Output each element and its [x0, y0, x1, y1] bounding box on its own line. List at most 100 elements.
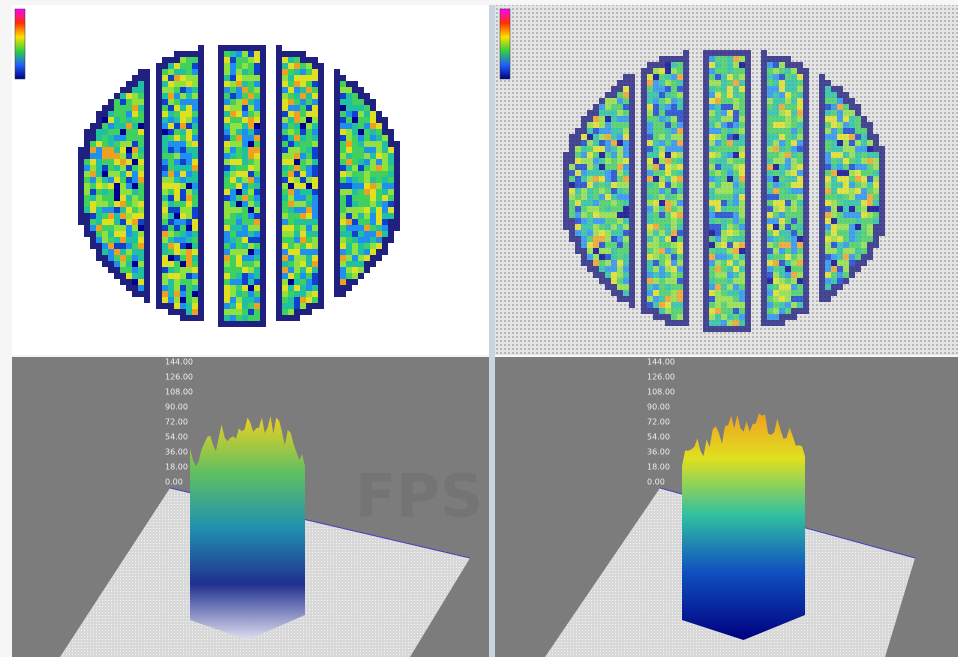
pressure-cell: [84, 195, 90, 201]
pressure-cell: [773, 86, 779, 92]
pressure-cell: [96, 201, 102, 207]
pressure-cell: [797, 128, 803, 134]
pressure-cell: [168, 75, 174, 81]
pressure-cell: [745, 134, 751, 140]
pressure-cell: [791, 104, 797, 110]
pressure-cell: [282, 63, 288, 69]
pressure-cell: [629, 242, 635, 248]
pressure-cell: [126, 111, 132, 117]
pressure-cell: [358, 249, 364, 255]
pressure-cell: [168, 99, 174, 105]
pressure-cell: [867, 254, 873, 260]
pressure-cell: [340, 81, 346, 87]
pressure-cell: [671, 62, 677, 68]
pressure-cell: [294, 243, 300, 249]
pressure-cell: [745, 266, 751, 272]
pressure-cell: [837, 134, 843, 140]
pressure-cell: [867, 248, 873, 254]
pressure-cell: [617, 290, 623, 296]
pressure-cell: [218, 177, 224, 183]
pressure-cell: [843, 200, 849, 206]
pressure-cell: [861, 224, 867, 230]
pressure-cell: [653, 314, 659, 320]
pressure-cell: [162, 93, 168, 99]
pressure-cell: [715, 170, 721, 176]
pressure-cell: [569, 224, 575, 230]
pressure-cell: [242, 297, 248, 303]
pressure-cell: [819, 176, 825, 182]
pressure-cell: [647, 284, 653, 290]
pressure-cell: [677, 116, 683, 122]
pressure-cell: [192, 297, 198, 303]
pressure-cell: [677, 158, 683, 164]
pressure-cell: [773, 182, 779, 188]
pressure-cell: [611, 248, 617, 254]
pressure-cell: [114, 183, 120, 189]
pressure-cell: [126, 285, 132, 291]
pressure-cell: [611, 176, 617, 182]
pressure-cell: [659, 80, 665, 86]
pressure-cell: [683, 302, 689, 308]
pressure-cell: [102, 249, 108, 255]
pressure-cell: [653, 308, 659, 314]
pressure-cell: [132, 255, 138, 261]
pressure-cell: [683, 134, 689, 140]
axis-label: 126.00: [165, 373, 193, 382]
pressure-cell: [773, 314, 779, 320]
pressure-cell: [733, 140, 739, 146]
pressure-cell: [819, 92, 825, 98]
pressure-cell: [773, 122, 779, 128]
pressure-cell: [260, 69, 266, 75]
pressure-cell: [861, 236, 867, 242]
pressure-cell: [779, 98, 785, 104]
pressure-cell: [779, 152, 785, 158]
pressure-cell: [803, 74, 809, 80]
pressure-cell: [156, 243, 162, 249]
pressure-cell: [837, 224, 843, 230]
pressure-cell: [174, 153, 180, 159]
pressure-cell: [144, 189, 150, 195]
pressure-cell: [563, 182, 569, 188]
pressure-cell: [248, 291, 254, 297]
pressure-cell: [837, 230, 843, 236]
pressure-cell: [867, 212, 873, 218]
pressure-cell: [683, 272, 689, 278]
pressure-cell: [230, 159, 236, 165]
pressure-cell: [186, 261, 192, 267]
pressure-cell: [831, 260, 837, 266]
pressure-cell: [236, 93, 242, 99]
pressure-cell: [318, 141, 324, 147]
pressure-cell: [733, 56, 739, 62]
pressure-cell: [236, 159, 242, 165]
pressure-cell: [230, 51, 236, 57]
pressure-cell: [867, 176, 873, 182]
pressure-cell: [831, 206, 837, 212]
pressure-cell: [370, 147, 376, 153]
pressure-cell: [843, 254, 849, 260]
pressure-cell: [641, 236, 647, 242]
pressure-cell: [629, 170, 635, 176]
pressure-cell: [108, 111, 114, 117]
pressure-cell: [334, 117, 340, 123]
pressure-cell: [318, 159, 324, 165]
pressure-cell: [288, 57, 294, 63]
pressure-cell: [306, 267, 312, 273]
pressure-cell: [761, 254, 767, 260]
pressure-cell: [276, 87, 282, 93]
pressure-cell: [683, 266, 689, 272]
pressure-cell: [599, 206, 605, 212]
pressure-cell: [318, 195, 324, 201]
pressure-cell: [198, 105, 204, 111]
pressure-cell: [198, 231, 204, 237]
pressure-cell: [260, 231, 266, 237]
pressure-cell: [855, 194, 861, 200]
pressure-cell: [873, 242, 879, 248]
pressure-cell: [641, 110, 647, 116]
pressure-cell: [180, 99, 186, 105]
pressure-cell: [653, 134, 659, 140]
pressure-cell: [629, 260, 635, 266]
pressure-cell: [108, 99, 114, 105]
pressure-cell: [605, 110, 611, 116]
pressure-cell: [785, 212, 791, 218]
pressure-cell: [168, 207, 174, 213]
